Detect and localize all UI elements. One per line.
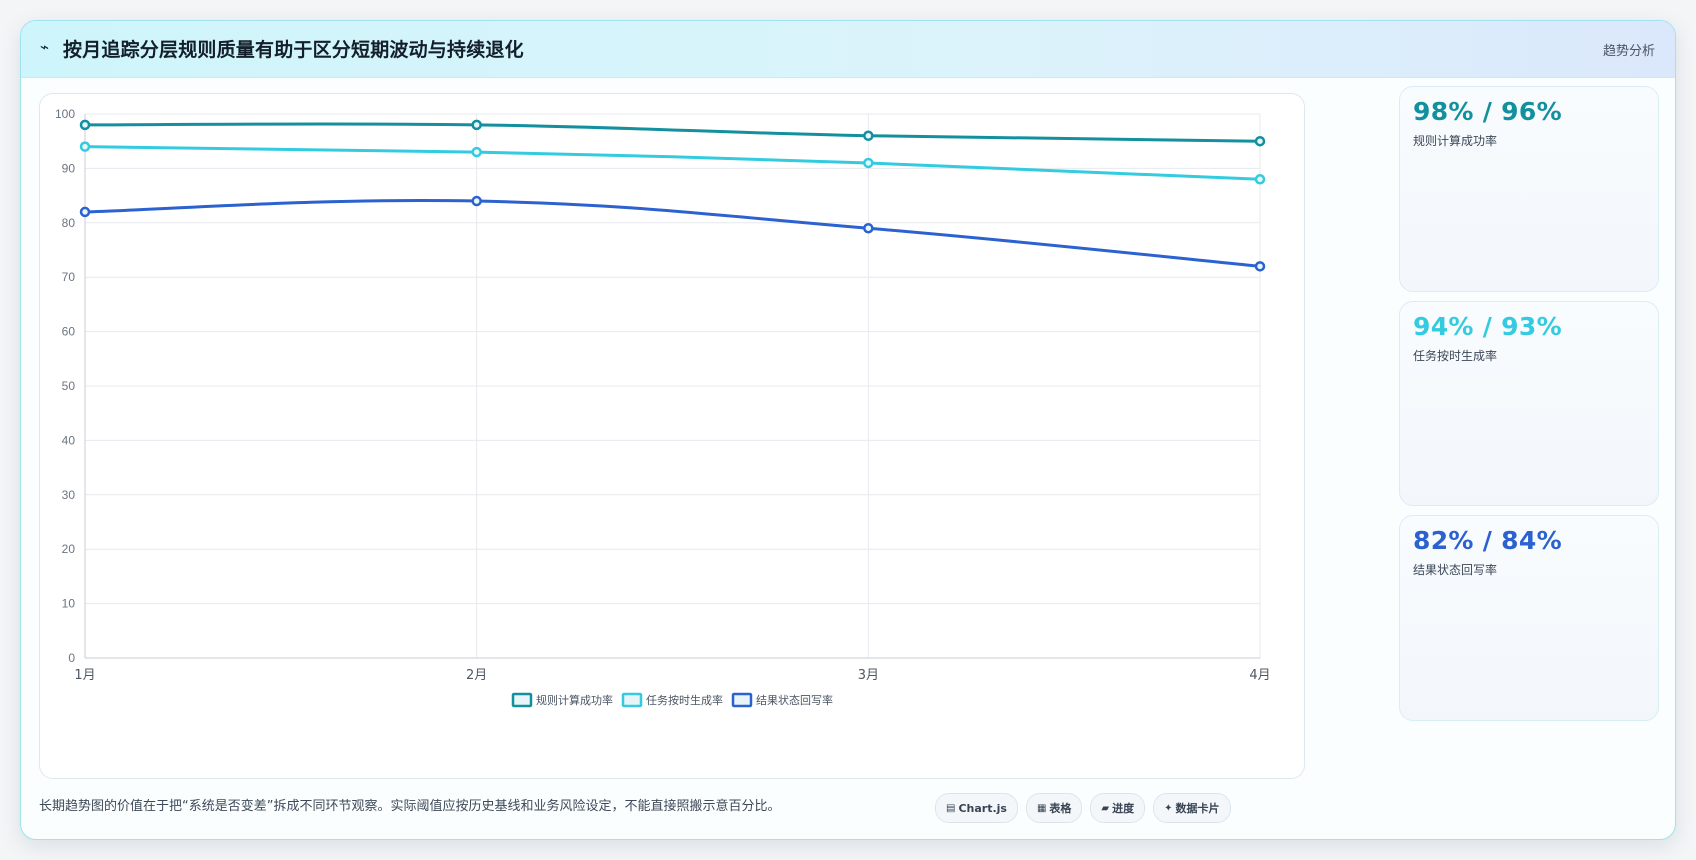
kpi-card-2: 94% / 93% 任务按时生成率 bbox=[1399, 301, 1659, 506]
series-line-3 bbox=[84, 198, 1261, 268]
kpi-label-3: 结果状态回写率 bbox=[1413, 563, 1498, 577]
kpi-value-1: 98% / 96% bbox=[1413, 97, 1562, 126]
kpi-label-2: 任务按时生成率 bbox=[1413, 349, 1498, 363]
data-point bbox=[471, 146, 482, 158]
data-point bbox=[863, 157, 874, 169]
y-tick-label: 40 bbox=[62, 433, 76, 447]
data-point bbox=[863, 222, 874, 234]
grid-icon: ▤ bbox=[946, 802, 956, 814]
y-tick-label: 80 bbox=[62, 216, 76, 230]
data-point bbox=[79, 119, 91, 131]
chip-row: ▤ Chart.js ▦ 表格 ▰ 进度 ✦ 数据卡片 bbox=[935, 793, 1231, 823]
chip-label: 进度 bbox=[1112, 802, 1135, 815]
legend-swatch bbox=[621, 692, 643, 708]
chip-progress[interactable]: ▰ 进度 bbox=[1090, 793, 1146, 823]
page-title: 按月追踪分层规则质量有助于区分短期波动与持续退化 bbox=[63, 39, 524, 61]
x-tick-label: 3月 bbox=[858, 668, 879, 683]
data-point bbox=[863, 130, 874, 142]
data-point bbox=[1254, 174, 1266, 185]
x-tick-label: 4月 bbox=[1249, 668, 1270, 683]
data-point bbox=[79, 206, 91, 218]
data-point bbox=[471, 195, 482, 207]
header-tag: 趋势分析 bbox=[1602, 44, 1655, 59]
trend-line-icon: ⌁ bbox=[40, 38, 50, 56]
y-tick-label: 70 bbox=[62, 270, 76, 284]
sparkle-icon: ✦ bbox=[1164, 802, 1173, 814]
y-tick-label: 20 bbox=[62, 542, 76, 556]
y-tick-label: 50 bbox=[62, 379, 76, 393]
x-tick-label: 1月 bbox=[74, 668, 95, 683]
y-tick-label: 10 bbox=[62, 597, 76, 611]
series-line-1 bbox=[84, 122, 1261, 143]
chip-label: 表格 bbox=[1049, 802, 1072, 815]
kpi-card-1: 98% / 96% 规则计算成功率 bbox=[1399, 86, 1659, 292]
table-icon: ▦ bbox=[1036, 802, 1047, 814]
legend-label: 结果状态回写率 bbox=[756, 693, 833, 707]
chip-data-card[interactable]: ✦ 数据卡片 bbox=[1153, 793, 1231, 823]
card-header: ⌁ 按月追踪分层规则质量有助于区分短期波动与持续退化 趋势分析 bbox=[21, 21, 1675, 78]
y-tick-label: 30 bbox=[62, 488, 76, 502]
data-point bbox=[1254, 261, 1266, 272]
chip-table[interactable]: ▦ 表格 bbox=[1025, 793, 1083, 823]
y-tick-label: 0 bbox=[68, 651, 75, 665]
y-tick-label: 100 bbox=[55, 107, 75, 121]
legend-swatch bbox=[731, 692, 753, 708]
chip-label: 数据卡片 bbox=[1175, 802, 1220, 815]
data-point bbox=[471, 119, 482, 131]
data-point bbox=[1254, 135, 1266, 147]
kpi-label-1: 规则计算成功率 bbox=[1413, 134, 1498, 148]
legend-swatch bbox=[511, 692, 533, 708]
kpi-value-3: 82% / 84% bbox=[1413, 526, 1562, 555]
legend-label: 任务按时生成率 bbox=[646, 693, 723, 707]
chip-chartjs[interactable]: ▤ Chart.js bbox=[935, 793, 1018, 823]
y-tick-label: 60 bbox=[62, 325, 76, 339]
chip-label: Chart.js bbox=[958, 801, 1007, 815]
y-tick-label: 90 bbox=[62, 161, 76, 175]
kpi-value-2: 94% / 93% bbox=[1413, 312, 1562, 341]
footer-note: 长期趋势图的价值在于把“系统是否变差”拆成不同环节观察。实际阈值应按历史基线和业… bbox=[39, 799, 781, 814]
trend-card: ⌁ 按月追踪分层规则质量有助于区分短期波动与持续退化 趋势分析 0 10 20 30 4… bbox=[20, 20, 1676, 840]
kpi-card-3: 82% / 84% 结果状态回写率 bbox=[1399, 515, 1659, 721]
legend-label: 规则计算成功率 bbox=[536, 693, 613, 707]
series-line-2 bbox=[84, 145, 1261, 181]
data-point bbox=[79, 141, 91, 152]
progress-icon: ▰ bbox=[1101, 802, 1110, 814]
chart-panel: 0 10 20 30 40 50 60 70 80 90 100 1月 2月 3月 4月规则计算成功率 任务按… bbox=[39, 93, 1305, 779]
x-tick-label: 2月 bbox=[466, 668, 487, 683]
